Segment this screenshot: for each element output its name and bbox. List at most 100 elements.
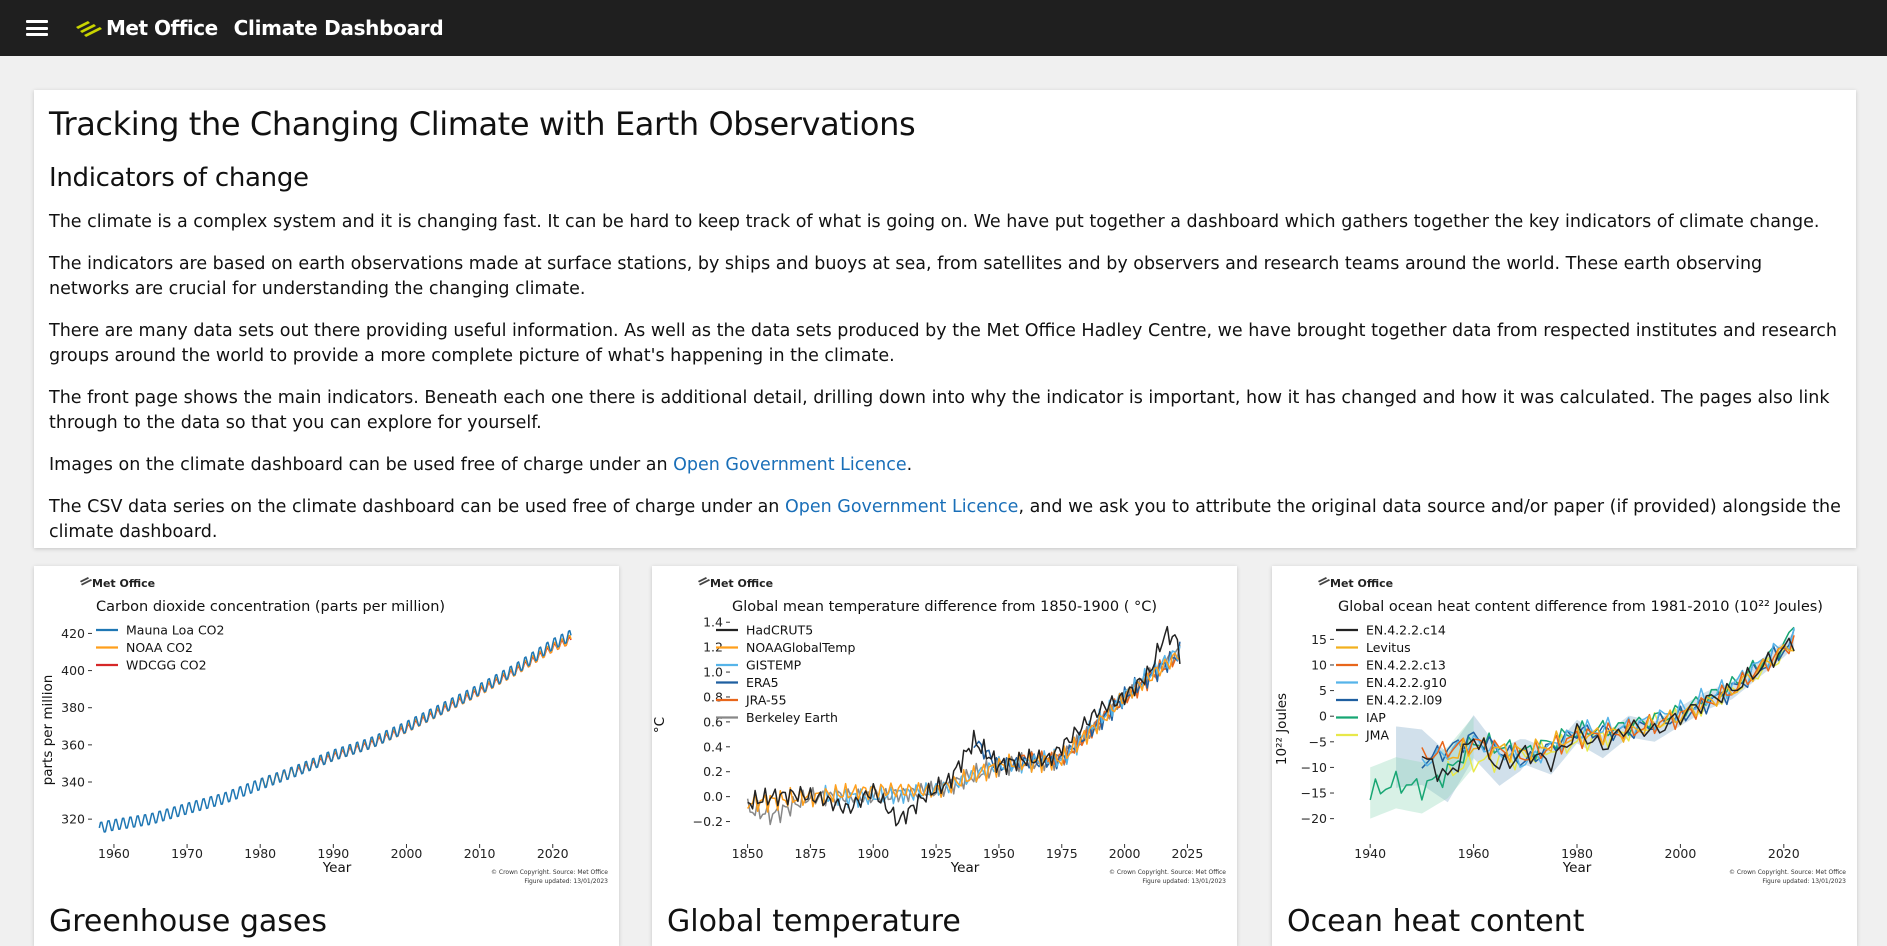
legend-label: Levitus bbox=[1366, 640, 1411, 655]
legend-label: Berkeley Earth bbox=[746, 710, 838, 725]
swoosh-icon bbox=[699, 579, 710, 586]
series-line-hadcrut5 bbox=[747, 625, 1181, 827]
y-tick-label: 380 bbox=[61, 700, 85, 715]
page-title: Tracking the Changing Climate with Earth… bbox=[49, 105, 916, 143]
card-heading: Global temperature bbox=[667, 904, 961, 939]
intro-paragraph-2: The indicators are based on earth observ… bbox=[49, 254, 1763, 299]
copyright-text: © Crown Copyright. Source: Met Office bbox=[491, 869, 608, 876]
y-tick-label: −5 bbox=[1309, 734, 1327, 749]
y-axis-label: °C bbox=[652, 717, 668, 733]
figure-updated-text: Figure updated: 13/01/2023 bbox=[1142, 878, 1226, 885]
series-line-gistemp bbox=[822, 645, 1181, 809]
uncertainty-band bbox=[1396, 631, 1795, 803]
x-tick-label: 2020 bbox=[1768, 846, 1800, 861]
section-heading: Indicators of change bbox=[49, 163, 309, 193]
x-tick-label: 2020 bbox=[537, 846, 569, 861]
top-navigation-bar: Met Office Climate Dashboard bbox=[0, 0, 1887, 56]
x-axis-label: Year bbox=[950, 860, 980, 876]
y-tick-label: −15 bbox=[1301, 786, 1327, 801]
y-tick-label: −20 bbox=[1301, 811, 1327, 826]
chart-title: Global mean temperature difference from … bbox=[732, 599, 1157, 615]
swoosh-icon bbox=[698, 577, 707, 583]
y-tick-label: 10 bbox=[1311, 657, 1327, 672]
swoosh-icon bbox=[1319, 579, 1330, 586]
copyright-text: © Crown Copyright. Source: Met Office bbox=[1729, 869, 1846, 876]
card-met-office-logo: Met Office bbox=[1318, 577, 1393, 590]
x-tick-label: 1970 bbox=[171, 846, 203, 861]
y-axis-label: 10²² Joules bbox=[1274, 693, 1290, 765]
y-tick-label: 420 bbox=[61, 626, 85, 641]
x-tick-label: 2000 bbox=[1664, 846, 1696, 861]
series-line-en-4-2-2-g10 bbox=[1421, 627, 1795, 768]
y-axis-label: parts per million bbox=[40, 675, 56, 786]
open-government-licence-link[interactable]: Open Government Licence bbox=[673, 455, 907, 475]
intro-paragraph-6: The CSV data series on the climate dashb… bbox=[49, 495, 1841, 545]
licence-text: Images on the climate dashboard can be u… bbox=[49, 455, 674, 475]
logo-text: Met Office bbox=[92, 577, 155, 590]
y-tick-label: 15 bbox=[1311, 632, 1327, 647]
series-line-wdcgg-co2 bbox=[296, 636, 572, 774]
met-office-logo[interactable]: Met Office bbox=[74, 16, 218, 40]
swoosh-icon bbox=[81, 579, 92, 586]
y-tick-label: 360 bbox=[61, 737, 85, 752]
x-tick-label: 2025 bbox=[1172, 846, 1204, 861]
x-tick-label: 1950 bbox=[983, 846, 1015, 861]
intro-paragraph-1: The climate is a complex system and it i… bbox=[49, 212, 1820, 232]
x-tick-label: 1925 bbox=[920, 846, 952, 861]
card-heading: Greenhouse gases bbox=[49, 904, 327, 939]
intro-paragraph-3: There are many data sets out there provi… bbox=[49, 321, 1838, 366]
app-title[interactable]: Climate Dashboard bbox=[233, 16, 444, 40]
card-met-office-logo: Met Office bbox=[698, 577, 773, 590]
y-tick-label: 0 bbox=[1319, 709, 1327, 724]
x-tick-label: 1900 bbox=[857, 846, 889, 861]
legend-label: ERA5 bbox=[746, 675, 779, 690]
figure-updated-text: Figure updated: 13/01/2023 bbox=[524, 878, 608, 885]
indicator-card-ocean-heat-content[interactable]: Met Office Global ocean heat content diff… bbox=[1272, 566, 1857, 946]
brand-name: Met Office bbox=[106, 16, 218, 40]
chart-title: Global ocean heat content difference fro… bbox=[1338, 599, 1823, 615]
intro-paragraph-5: Images on the climate dashboard can be u… bbox=[49, 453, 1841, 478]
y-tick-label: −10 bbox=[1301, 760, 1327, 775]
legend-label: Mauna Loa CO2 bbox=[126, 623, 224, 638]
y-tick-label: 320 bbox=[61, 812, 85, 827]
licence-text-end: . bbox=[906, 455, 913, 475]
x-tick-label: 1850 bbox=[732, 846, 764, 861]
legend-label: EN.4.2.2.c13 bbox=[1366, 658, 1446, 673]
copyright-text: © Crown Copyright. Source: Met Office bbox=[1109, 869, 1226, 876]
legend-label: JRA-55 bbox=[745, 693, 787, 708]
card-heading: Ocean heat content bbox=[1287, 904, 1585, 939]
series-line-en-4-2-2-c14 bbox=[1421, 637, 1795, 783]
legend-label: IAP bbox=[1366, 710, 1386, 725]
chart-title: Carbon dioxide concentration (parts per … bbox=[96, 599, 445, 615]
logo-text: Met Office bbox=[710, 577, 773, 590]
x-tick-label: 2000 bbox=[1109, 846, 1141, 861]
y-tick-label: 1.4 bbox=[703, 615, 723, 630]
legend-label: NOAA CO2 bbox=[126, 640, 193, 655]
x-axis-label: Year bbox=[1562, 860, 1592, 876]
intro-paragraph-4: The front page shows the main indicators… bbox=[49, 388, 1830, 433]
legend-label: HadCRUT5 bbox=[746, 623, 813, 638]
x-tick-label: 1980 bbox=[1561, 846, 1593, 861]
legend-label: EN.4.2.2.g10 bbox=[1366, 675, 1447, 690]
legend-label: WDCGG CO2 bbox=[126, 658, 207, 673]
intro-panel: Tracking the Changing Climate with Earth… bbox=[34, 90, 1856, 548]
x-tick-label: 1960 bbox=[1458, 846, 1490, 861]
hamburger-menu-icon[interactable] bbox=[26, 20, 48, 36]
series-line-levitus bbox=[1447, 644, 1795, 764]
co2-chart: Met Office Carbon dioxide concentration (… bbox=[40, 577, 608, 885]
indicator-card-global-temperature[interactable]: Met Office Global mean temperature differ… bbox=[652, 566, 1237, 946]
series-line-mauna-loa-co2 bbox=[98, 629, 572, 833]
indicator-card-greenhouse-gases[interactable]: Met Office Carbon dioxide concentration (… bbox=[34, 566, 619, 946]
card-met-office-logo: Met Office bbox=[80, 577, 155, 590]
met-office-swoosh-icon bbox=[76, 21, 102, 37]
csv-open-government-licence-link[interactable]: Open Government Licence bbox=[784, 497, 1019, 517]
logo-text: Met Office bbox=[1330, 577, 1393, 590]
y-tick-label: 1.0 bbox=[703, 665, 723, 680]
figure-updated-text: Figure updated: 13/01/2023 bbox=[1762, 878, 1846, 885]
legend-label: GISTEMP bbox=[746, 658, 802, 673]
x-tick-label: 1960 bbox=[98, 846, 130, 861]
series-line-jma bbox=[1446, 644, 1795, 777]
y-tick-label: 0.2 bbox=[703, 764, 723, 779]
temperature-chart: Met Office Global mean temperature differ… bbox=[652, 577, 1226, 885]
x-tick-label: 1875 bbox=[795, 846, 827, 861]
